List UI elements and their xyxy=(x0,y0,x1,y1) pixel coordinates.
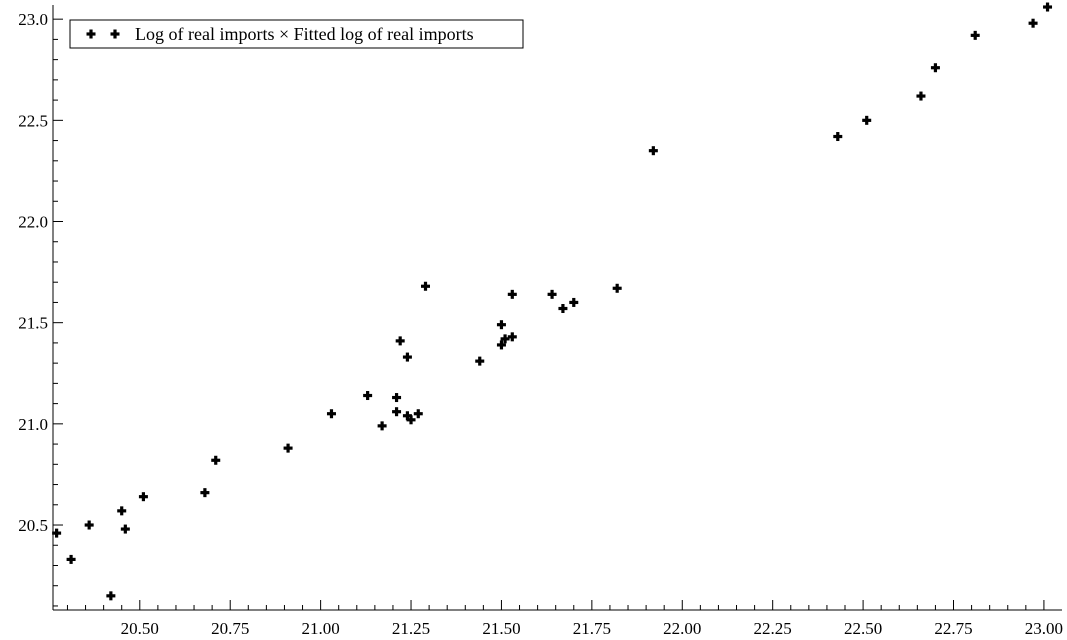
data-point xyxy=(496,320,506,330)
data-point xyxy=(392,407,402,417)
y-axis-ticks: 20.5 21.0 21.5 22.0 22.5 23.0 xyxy=(18,10,63,607)
data-point xyxy=(475,356,485,366)
data-point xyxy=(283,443,293,453)
data-point xyxy=(211,455,221,465)
data-point xyxy=(413,409,423,419)
data-point xyxy=(138,492,148,502)
data-point xyxy=(117,506,127,516)
data-point xyxy=(916,91,926,101)
plot-area: 20.50 20.75 21.00 21.25 21.50 21.75 22.00 22.25… xyxy=(18,2,1063,638)
data-point xyxy=(862,115,872,125)
data-point xyxy=(420,281,430,291)
data-point xyxy=(363,391,373,401)
data-point xyxy=(500,334,510,344)
data-point xyxy=(406,415,416,425)
x-axis-ticks: 20.50 20.75 21.00 21.25 21.50 21.75 22.00 22.25… xyxy=(66,600,1063,638)
x-tick-label: 20.50 xyxy=(121,619,159,638)
data-point xyxy=(106,591,116,601)
x-tick-label: 22.50 xyxy=(844,619,882,638)
x-tick-label: 21.75 xyxy=(573,619,611,638)
data-point xyxy=(402,352,412,362)
data-point xyxy=(833,132,843,142)
data-points xyxy=(52,2,1053,601)
data-point xyxy=(970,30,980,40)
legend-marker xyxy=(110,29,120,39)
y-tick-label: 23.0 xyxy=(18,10,48,29)
data-point xyxy=(648,146,658,156)
legend-markers xyxy=(86,29,120,39)
y-tick-label: 22.5 xyxy=(18,111,48,130)
y-tick-label: 20.5 xyxy=(18,516,48,535)
data-point xyxy=(392,393,402,403)
data-point xyxy=(200,488,210,498)
data-point xyxy=(395,336,405,346)
x-tick-label: 21.25 xyxy=(392,619,430,638)
data-point xyxy=(930,63,940,73)
x-tick-label: 21.50 xyxy=(482,619,520,638)
data-point xyxy=(66,554,76,564)
legend-label: Log of real imports × Fitted log of real… xyxy=(135,24,474,44)
data-point xyxy=(84,520,94,530)
data-point xyxy=(547,289,557,299)
legend-marker xyxy=(86,29,96,39)
data-point xyxy=(120,524,130,534)
data-point xyxy=(569,297,579,307)
y-tick-label: 21.0 xyxy=(18,415,48,434)
x-tick-label: 21.00 xyxy=(301,619,339,638)
x-tick-label: 23.00 xyxy=(1025,619,1063,638)
data-point xyxy=(496,340,506,350)
data-point xyxy=(507,289,517,299)
x-tick-label: 20.75 xyxy=(211,619,249,638)
data-point xyxy=(377,421,387,431)
data-point xyxy=(52,528,62,538)
data-point xyxy=(507,332,517,342)
y-tick-label: 22.0 xyxy=(18,213,48,232)
legend-box xyxy=(69,19,524,49)
data-point xyxy=(1028,18,1038,28)
data-point xyxy=(326,409,336,419)
y-tick-label: 21.5 xyxy=(18,314,48,333)
legend: Log of real imports × Fitted log of real… xyxy=(69,19,524,49)
x-tick-label: 22.00 xyxy=(663,619,701,638)
x-tick-label: 22.25 xyxy=(754,619,792,638)
x-tick-label: 22.75 xyxy=(934,619,972,638)
data-point xyxy=(1043,2,1053,12)
data-point xyxy=(612,283,622,293)
data-point xyxy=(558,304,568,314)
